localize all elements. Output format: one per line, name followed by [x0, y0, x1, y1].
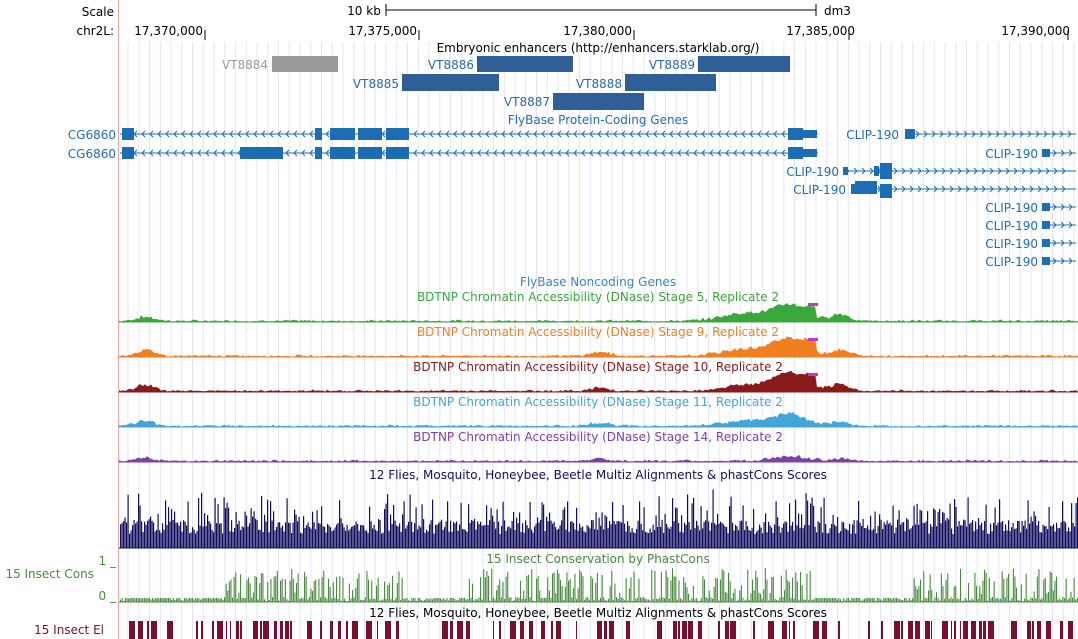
- dnase-track-title[interactable]: BDTNP Chromatin Accessibility (DNase) St…: [417, 325, 779, 339]
- chrom-label: chr2L:: [77, 24, 115, 38]
- dnase-track-title[interactable]: BDTNP Chromatin Accessibility (DNase) St…: [413, 395, 783, 409]
- enhancer-label: VT8885: [353, 77, 399, 91]
- enhancer-vt8884: [272, 56, 338, 72]
- gene-label: CLIP-190: [985, 219, 1038, 233]
- elements-blocks[interactable]: [129, 621, 1073, 639]
- enhancer-label: VT8886: [428, 58, 474, 72]
- ruler-pos-1: 17,370,000: [134, 24, 203, 38]
- dnase-track-title[interactable]: BDTNP Chromatin Accessibility (DNase) St…: [413, 360, 783, 374]
- elements-track-title[interactable]: 12 Flies, Mosquito, Honeybee, Beetle Mul…: [369, 606, 827, 620]
- dnase-signal[interactable]: [119, 454, 1078, 462]
- gene-features[interactable]: CG6860 CG6860 CLIP-190 CLIP-190 CLIP-190…: [68, 128, 1076, 269]
- enhancers-track-title[interactable]: Embryonic enhancers (http://enhancers.st…: [437, 41, 760, 55]
- enhancer-vt8886: [477, 56, 573, 72]
- gene-label: CLIP-190: [793, 183, 846, 197]
- dnase-clip-marker: [808, 338, 818, 341]
- gene-label: CG6860: [68, 147, 116, 161]
- cons-side-label[interactable]: 15 Insect Cons: [5, 567, 94, 581]
- gene-label: CLIP-190: [985, 201, 1038, 215]
- multiz-track-title[interactable]: 12 Flies, Mosquito, Honeybee, Beetle Mul…: [369, 468, 827, 482]
- dnase-signal[interactable]: [119, 370, 1078, 392]
- gene-label: CLIP-190: [985, 255, 1038, 269]
- enhancer-label: VT8888: [576, 77, 622, 91]
- enhancer-label: VT8887: [504, 95, 550, 109]
- ruler-pos-5: 17,390,000: [1001, 24, 1070, 38]
- cons-signal[interactable]: [119, 568, 1078, 603]
- elements-side-label[interactable]: 15 Insect El: [34, 623, 104, 637]
- gene-label: CG6860: [68, 128, 116, 142]
- gene-label: CLIP-190: [985, 147, 1038, 161]
- dnase-signal[interactable]: [119, 411, 1078, 427]
- enhancer-features[interactable]: VT8884 VT8886 VT8889 VT8885 VT8888 VT888…: [222, 56, 790, 110]
- cons-track-title[interactable]: 15 Insect Conservation by PhastCons: [486, 552, 709, 566]
- enhancer-vt8885: [402, 74, 499, 91]
- enhancer-vt8889: [698, 56, 790, 72]
- dnase-track-title[interactable]: BDTNP Chromatin Accessibility (DNase) St…: [413, 430, 783, 444]
- cons-max-label: 1 _: [99, 554, 117, 568]
- noncoding-track-title[interactable]: FlyBase Noncoding Genes: [520, 275, 676, 289]
- dnase-clip-marker: [808, 303, 818, 306]
- scale-label: Scale: [82, 5, 114, 19]
- dnase-tracks[interactable]: BDTNP Chromatin Accessibility (DNase) St…: [119, 290, 1078, 463]
- ruler-pos-3: 17,380,000: [563, 24, 632, 38]
- dnase-signal[interactable]: [119, 303, 1078, 322]
- ruler-positions: 17,370,000 17,375,000 17,380,000 17,385,…: [134, 24, 1070, 40]
- dnase-clip-marker: [808, 373, 818, 376]
- cons-min-label: 0 _: [99, 589, 117, 603]
- gene-label: CLIP-190: [786, 165, 839, 179]
- ruler-pos-2: 17,375,000: [348, 24, 417, 38]
- assembly-label: dm3: [824, 4, 851, 18]
- gene-label: CLIP-190: [985, 237, 1038, 251]
- enhancer-label: VT8889: [649, 58, 695, 72]
- multiz-signal[interactable]: [119, 489, 1078, 549]
- gene-label: CLIP-190: [846, 128, 899, 142]
- enhancer-vt8887: [553, 93, 644, 110]
- dnase-signal[interactable]: [119, 336, 1078, 357]
- enhancer-vt8888: [625, 74, 716, 91]
- genes-track-title[interactable]: FlyBase Protein-Coding Genes: [508, 113, 688, 127]
- dnase-track-title[interactable]: BDTNP Chromatin Accessibility (DNase) St…: [417, 290, 779, 304]
- scale-value: 10 kb: [347, 4, 381, 18]
- ruler-pos-4: 17,385,000: [786, 24, 855, 38]
- enhancer-label: VT8884: [222, 58, 268, 72]
